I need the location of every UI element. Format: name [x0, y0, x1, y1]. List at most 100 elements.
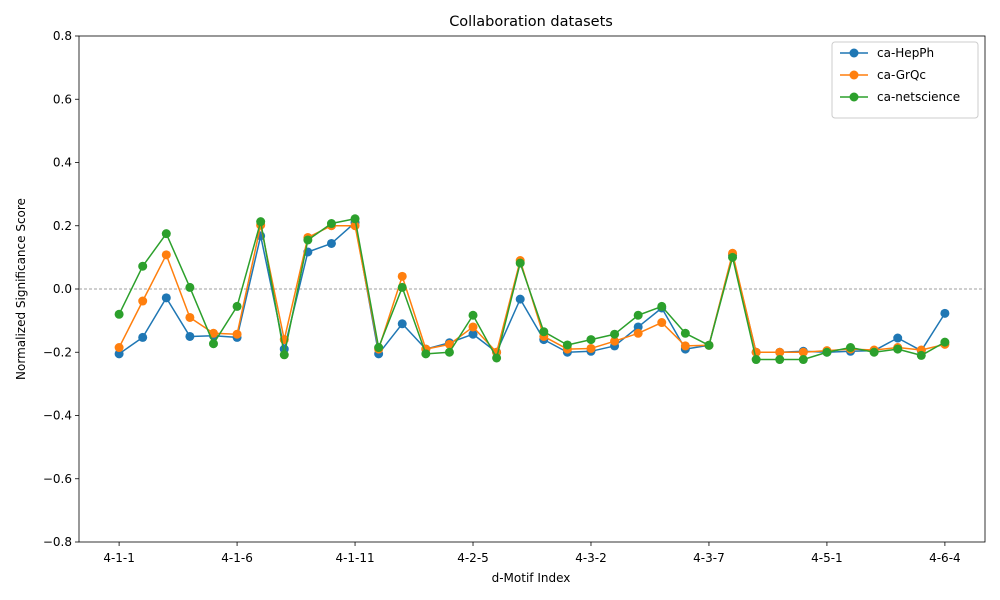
- data-point-ca-HepPh: [397, 319, 407, 329]
- legend-marker-icon: [849, 92, 859, 102]
- series-ca-netscience: [114, 214, 950, 365]
- data-point-ca-HepPh: [138, 332, 148, 342]
- data-point-ca-netscience: [208, 339, 218, 349]
- data-point-ca-netscience: [539, 327, 549, 337]
- data-point-ca-netscience: [185, 282, 195, 292]
- data-point-ca-netscience: [256, 217, 266, 227]
- data-point-ca-GrQc: [775, 347, 785, 357]
- data-point-ca-netscience: [468, 310, 478, 320]
- data-point-ca-netscience: [798, 355, 808, 365]
- x-tick-label: 4-3-2: [575, 551, 607, 565]
- data-point-ca-netscience: [161, 229, 171, 239]
- y-tick-label: 0.0: [53, 282, 72, 296]
- legend-item-ca-netscience: ca-netscience: [840, 90, 960, 104]
- data-point-ca-HepPh: [633, 322, 643, 332]
- data-point-ca-GrQc: [586, 343, 596, 353]
- data-point-ca-netscience: [279, 350, 289, 360]
- data-point-ca-netscience: [326, 219, 336, 229]
- y-tick-label: 0.4: [53, 156, 72, 170]
- data-point-ca-netscience: [515, 258, 525, 268]
- legend-marker-icon: [849, 70, 859, 80]
- legend-item-ca-GrQc: ca-GrQc: [840, 68, 926, 82]
- data-point-ca-GrQc: [680, 341, 690, 351]
- data-point-ca-netscience: [633, 310, 643, 320]
- data-point-ca-GrQc: [397, 271, 407, 281]
- data-point-ca-netscience: [138, 261, 148, 271]
- data-point-ca-GrQc: [657, 318, 667, 328]
- data-point-ca-netscience: [822, 347, 832, 357]
- data-point-ca-netscience: [562, 340, 572, 350]
- data-point-ca-HepPh: [185, 331, 195, 341]
- x-tick-label: 4-6-4: [929, 551, 961, 565]
- y-tick-label: −0.2: [43, 345, 72, 359]
- data-point-ca-netscience: [869, 347, 879, 357]
- data-point-ca-netscience: [610, 329, 620, 339]
- y-tick-label: 0.8: [53, 29, 72, 43]
- x-tick-label: 4-1-6: [221, 551, 253, 565]
- data-point-ca-netscience: [492, 353, 502, 363]
- data-point-ca-netscience: [303, 235, 313, 245]
- data-point-ca-netscience: [397, 282, 407, 292]
- x-tick-label: 4-5-1: [811, 551, 843, 565]
- data-point-ca-netscience: [916, 350, 926, 360]
- data-point-ca-netscience: [232, 301, 242, 311]
- legend-label: ca-netscience: [877, 90, 960, 104]
- data-point-ca-netscience: [940, 337, 950, 347]
- data-point-ca-netscience: [657, 301, 667, 311]
- data-point-ca-HepPh: [893, 333, 903, 343]
- data-point-ca-GrQc: [468, 322, 478, 332]
- plot-area: [78, 35, 986, 543]
- data-point-ca-netscience: [114, 309, 124, 319]
- legend-label: ca-GrQc: [877, 68, 926, 82]
- data-point-ca-GrQc: [114, 343, 124, 353]
- y-tick-label: −0.8: [43, 535, 72, 549]
- data-point-ca-GrQc: [138, 296, 148, 306]
- data-point-ca-HepPh: [468, 329, 478, 339]
- data-point-ca-HepPh: [515, 294, 525, 304]
- legend-box: [831, 41, 979, 119]
- legend-label: ca-HepPh: [877, 46, 934, 60]
- data-point-ca-GrQc: [798, 347, 808, 357]
- data-point-ca-netscience: [728, 252, 738, 262]
- data-point-ca-netscience: [775, 355, 785, 365]
- data-point-ca-netscience: [751, 355, 761, 365]
- x-tick-label: 4-3-7: [693, 551, 725, 565]
- y-axis: −0.8 −0.6 −0.4 −0.2 0.0 0.2 0.4 0.6 0.8: [43, 29, 79, 549]
- y-tick-label: 0.6: [53, 92, 72, 106]
- data-point-ca-netscience: [680, 328, 690, 338]
- data-point-ca-netscience: [421, 349, 431, 359]
- chart-title: Collaboration datasets: [449, 14, 613, 30]
- data-point-ca-HepPh: [940, 308, 950, 318]
- x-axis-title: d-Motif Index: [492, 571, 571, 585]
- legend-item-ca-HepPh: ca-HepPh: [840, 46, 934, 60]
- data-point-ca-GrQc: [208, 328, 218, 338]
- data-point-ca-GrQc: [444, 339, 454, 349]
- x-tick-label: 4-1-1: [103, 551, 135, 565]
- data-point-ca-GrQc: [161, 250, 171, 260]
- y-axis-title: Normalized Significance Score: [14, 198, 28, 380]
- data-point-ca-netscience: [444, 347, 454, 357]
- y-tick-label: −0.4: [43, 409, 72, 423]
- legend: ca-HepPh ca-GrQc ca-netscience: [831, 41, 979, 119]
- data-point-ca-HepPh: [114, 349, 124, 359]
- data-point-ca-GrQc: [185, 312, 195, 322]
- series-layer: [114, 214, 950, 365]
- x-axis: 4-1-1 4-1-6 4-1-11 4-2-5 4-3-2 4-3-7 4-5-1 4-6-…: [103, 542, 961, 565]
- data-point-ca-netscience: [350, 214, 360, 224]
- data-point-ca-netscience: [374, 343, 384, 353]
- data-point-ca-netscience: [846, 343, 856, 353]
- data-point-ca-GrQc: [610, 336, 620, 346]
- data-point-ca-netscience: [704, 340, 714, 350]
- data-point-ca-HepPh: [326, 238, 336, 248]
- x-tick-label: 4-2-5: [457, 551, 489, 565]
- y-tick-label: 0.2: [53, 219, 72, 233]
- data-point-ca-netscience: [893, 344, 903, 354]
- legend-marker-icon: [849, 48, 859, 58]
- x-tick-label: 4-1-11: [335, 551, 374, 565]
- data-point-ca-HepPh: [161, 293, 171, 303]
- data-point-ca-netscience: [586, 335, 596, 345]
- y-tick-label: −0.6: [43, 472, 72, 486]
- data-point-ca-GrQc: [633, 328, 643, 338]
- data-point-ca-GrQc: [232, 329, 242, 339]
